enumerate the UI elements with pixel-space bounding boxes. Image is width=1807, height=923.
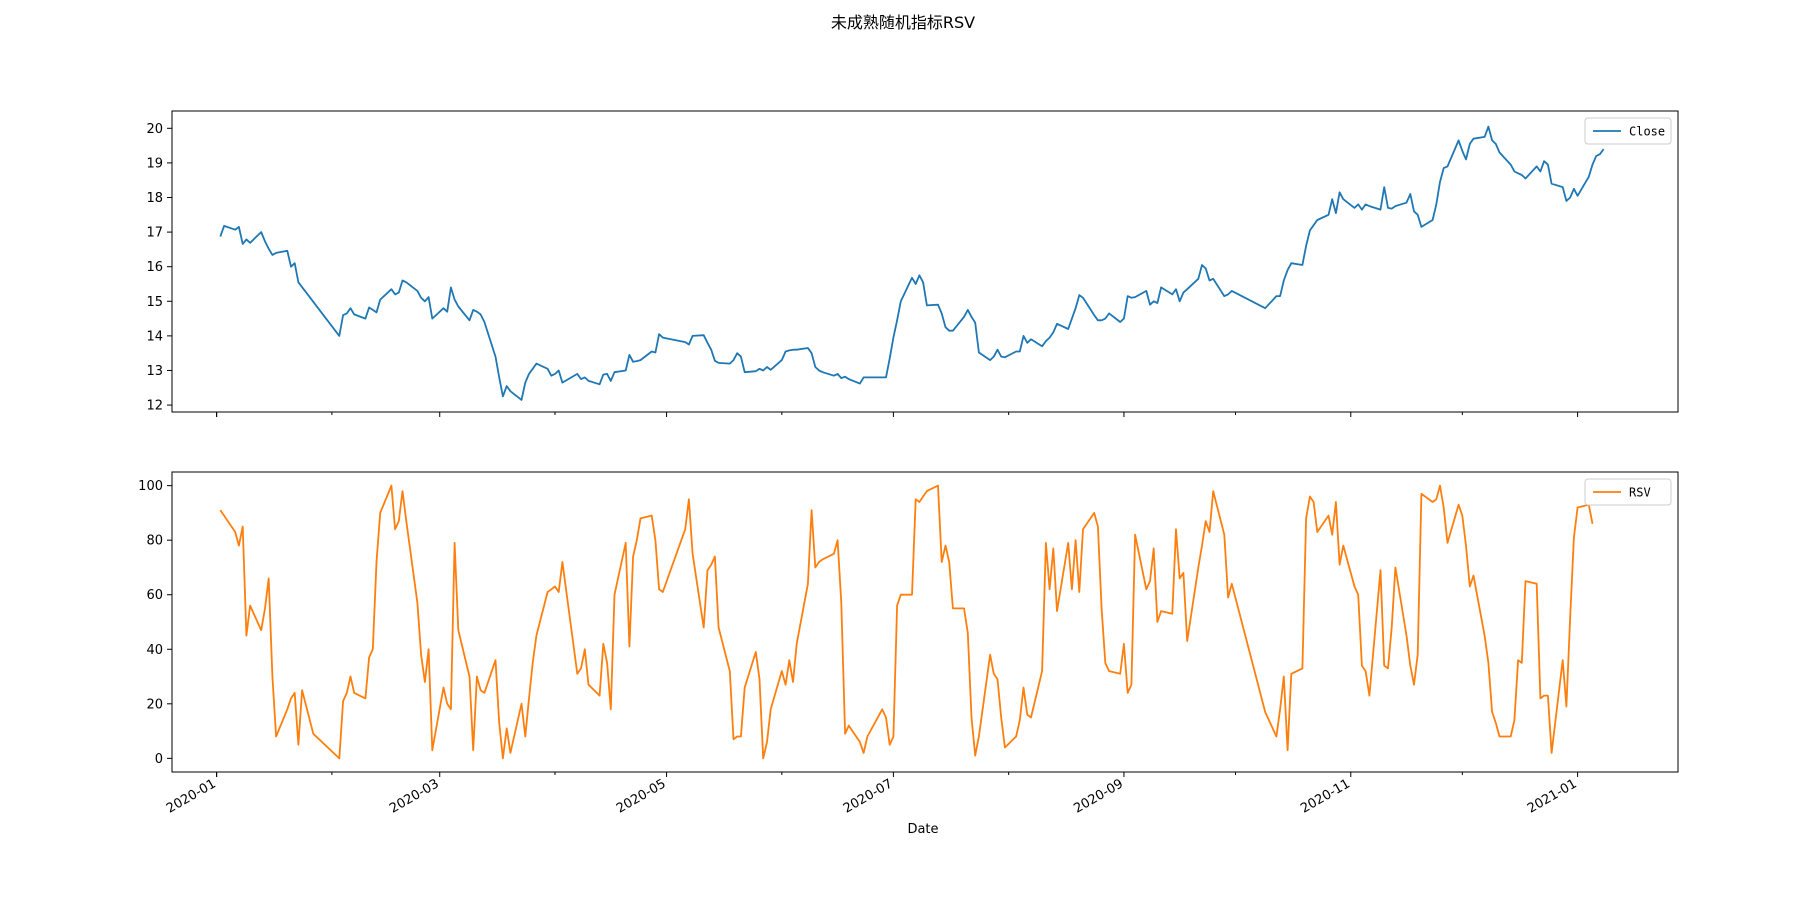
x-axis-label: Date [907, 822, 938, 837]
y-tick-label: 17 [146, 226, 163, 241]
y-tick-label: 40 [146, 643, 163, 658]
y-tick-label: 14 [146, 329, 163, 344]
axes-frame [171, 471, 1679, 773]
x-tick-label: 2020-03 [387, 776, 442, 816]
legend-label: Close [1629, 125, 1665, 139]
y-tick-label: 18 [146, 191, 163, 206]
y-tick-label: 15 [146, 295, 163, 310]
series-line-close [219, 125, 1605, 401]
legend-label: RSV [1629, 486, 1651, 500]
axes-frame [171, 110, 1679, 413]
y-tick-label: 12 [146, 399, 163, 414]
legend-box [1584, 478, 1672, 506]
chart-title: 未成熟随机指标RSV [831, 13, 975, 32]
y-tick-label: 20 [146, 122, 163, 137]
x-tick-label: 2020-05 [614, 776, 669, 816]
y-tick-label: 0 [155, 752, 163, 767]
series-line-rsv [219, 484, 1594, 760]
legend-box [1584, 117, 1672, 145]
y-tick-label: 80 [146, 534, 163, 549]
y-tick-label: 13 [146, 364, 163, 379]
rsv-panel: 0 20 40 60 80 100 RSV [138, 471, 1679, 777]
y-tick-label: 20 [146, 697, 163, 712]
legend: RSV [1584, 478, 1672, 506]
x-tick-label: 2020-09 [1071, 776, 1126, 816]
close-price-panel: 12 13 14 15 16 17 18 19 20 Close [146, 110, 1679, 417]
legend: Close [1584, 117, 1672, 145]
y-tick-label: 19 [146, 156, 163, 171]
y-tick-label: 100 [138, 479, 163, 494]
x-tick-label: 2021-01 [1525, 776, 1580, 816]
y-tick-label: 16 [146, 260, 163, 275]
y-tick-label: 60 [146, 588, 163, 603]
shared-x-axis: 2020-01 2020-03 2020-05 2020-07 2020-09 2020-… [164, 776, 1580, 816]
x-tick-label: 2020-01 [164, 776, 219, 816]
x-tick-label: 2020-11 [1298, 776, 1353, 816]
x-tick-label: 2020-07 [841, 776, 896, 816]
